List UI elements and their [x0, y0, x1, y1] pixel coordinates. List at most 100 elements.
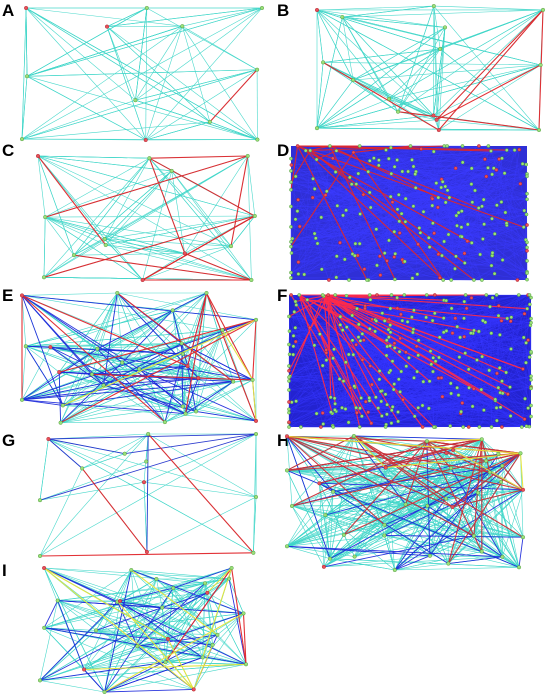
teal-edge [247, 155, 256, 217]
blue-edge [517, 239, 526, 281]
blue-edge [326, 349, 482, 390]
red-edge [436, 9, 544, 121]
graph-node [469, 241, 474, 245]
panel-letter: F [277, 286, 288, 305]
blue-edge [298, 163, 523, 263]
teal-edge [39, 433, 149, 557]
graph-node [403, 220, 408, 224]
blue-edge [349, 162, 463, 178]
blue-edge [365, 401, 464, 428]
graph-node [185, 364, 190, 369]
graph-node [374, 319, 379, 323]
graph-node [385, 344, 389, 349]
teal-edge [48, 438, 257, 498]
blue-edge [375, 294, 487, 332]
graph-node [525, 245, 529, 250]
graph-node [43, 215, 48, 220]
graph-node [357, 322, 361, 327]
blue-edge [365, 377, 439, 402]
graph-node [399, 312, 403, 317]
blue-edge [495, 348, 512, 400]
blue-edge [359, 145, 528, 280]
blue-edge [366, 234, 449, 281]
graph-node [220, 328, 225, 333]
graph-node [541, 7, 546, 12]
teal-edge [342, 9, 544, 18]
graph-node [36, 153, 41, 158]
graph-node [431, 149, 436, 154]
graph-node [390, 405, 395, 409]
blue-edge [378, 165, 494, 169]
graph-node [521, 335, 526, 340]
graph-node [416, 406, 420, 410]
graph-node [284, 544, 289, 549]
graph-node [287, 400, 291, 404]
teal-edge [44, 567, 232, 629]
blue-edge [322, 304, 530, 366]
graph-node [436, 195, 441, 200]
blue-edge [415, 173, 476, 191]
red-edge [147, 433, 254, 554]
graph-node [529, 414, 533, 419]
graph-node [135, 644, 140, 649]
panel-letter: G [2, 431, 16, 450]
red-edge [447, 452, 521, 564]
blue-edge [392, 145, 479, 203]
graph-node [89, 372, 94, 377]
graph-node [146, 432, 151, 436]
network-graph [36, 153, 257, 282]
red-edge [298, 294, 333, 414]
red-edge [209, 69, 258, 123]
blue-edge [124, 433, 257, 455]
graph-node [391, 387, 396, 392]
teal-edge [286, 470, 331, 559]
teal-edge [119, 600, 244, 614]
graph-node [508, 385, 512, 389]
teal-edge [316, 98, 390, 129]
teal-edge [39, 630, 97, 681]
graph-node [362, 338, 366, 342]
teal-edge [21, 295, 234, 382]
blue-edge [464, 214, 527, 264]
blue-edge [25, 345, 64, 406]
blue-edge [373, 149, 387, 159]
red-edge [21, 294, 188, 367]
blue-edge [332, 394, 386, 426]
panel-letter: E [2, 286, 14, 305]
graph-node [341, 379, 346, 383]
graph-node [456, 210, 461, 215]
graph-node [428, 349, 433, 353]
graph-node [287, 329, 292, 333]
graph-node [357, 241, 362, 246]
graph-node [353, 241, 358, 246]
blue-edge [59, 371, 92, 375]
graph-node [289, 244, 293, 249]
graph-node [388, 368, 393, 373]
graph-node [489, 331, 494, 336]
graph-node [319, 215, 324, 220]
graph-node [497, 157, 501, 161]
teal-edge [39, 638, 168, 681]
graph-node [448, 424, 452, 428]
teal-edge [182, 406, 257, 422]
graph-node [382, 533, 387, 538]
teal-edge [104, 215, 255, 240]
blue-edge [438, 242, 472, 255]
teal-edge [286, 535, 385, 547]
graph-node [147, 156, 152, 161]
blue-edge [182, 353, 253, 381]
teal-edge [21, 292, 118, 296]
graph-node [395, 295, 399, 300]
teal-edge [286, 514, 326, 547]
network-graph [20, 290, 258, 425]
teal-edge [316, 5, 434, 11]
blue-edge [355, 166, 395, 244]
graph-node [389, 145, 393, 150]
teal-edge [58, 292, 118, 373]
graph-node [466, 425, 471, 429]
blue-edge [288, 331, 479, 371]
teal-edge [25, 345, 257, 422]
graph-node [479, 549, 484, 554]
graph-node [382, 319, 387, 323]
yellow-edge [43, 567, 169, 640]
